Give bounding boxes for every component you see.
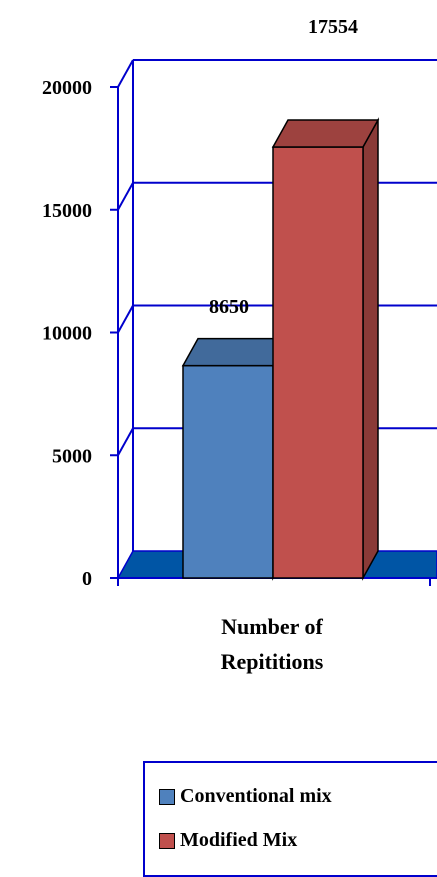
x-category-label-line-2: Repititions bbox=[221, 649, 324, 674]
bar-top-face bbox=[271, 119, 380, 148]
gridline-side-5000 bbox=[117, 427, 134, 456]
legend-label-conventional-mix: Conventional mix bbox=[180, 785, 332, 807]
x-category-label-line-1: Number of bbox=[221, 614, 323, 639]
y-tick-label-0: 0 bbox=[82, 568, 92, 590]
bar-front-face bbox=[182, 364, 274, 579]
data-label-conventional-mix: 8650 bbox=[209, 296, 249, 318]
data-label-modified-mix: 17554 bbox=[308, 16, 358, 38]
legend: Conventional mix Modified Mix bbox=[143, 761, 437, 877]
side-wall-top-edge bbox=[117, 59, 134, 88]
y-tick-label-5000: 5000 bbox=[52, 445, 92, 467]
gridline-side-10000 bbox=[117, 305, 134, 333]
bar-side-face bbox=[362, 117, 379, 581]
legend-label-modified-mix: Modified Mix bbox=[180, 829, 298, 851]
y-axis-ticks: 0 5000 10000 15000 20000 bbox=[42, 77, 118, 590]
y-tick-label-15000: 15000 bbox=[42, 200, 92, 222]
data-labels: 8650 17554 bbox=[209, 16, 358, 318]
legend-item-modified-mix: Modified Mix bbox=[159, 829, 297, 852]
legend-swatch-modified-mix bbox=[159, 832, 175, 849]
legend-swatch-conventional-mix bbox=[159, 788, 175, 805]
y-tick-label-20000: 20000 bbox=[42, 77, 92, 99]
bar-front-face bbox=[272, 146, 364, 579]
bar-modified-mix bbox=[271, 117, 380, 581]
y-tick-label-10000: 10000 bbox=[42, 323, 92, 345]
legend-item-conventional-mix: Conventional mix bbox=[159, 785, 332, 808]
gridline-side-15000 bbox=[117, 182, 134, 211]
bars bbox=[181, 117, 380, 581]
